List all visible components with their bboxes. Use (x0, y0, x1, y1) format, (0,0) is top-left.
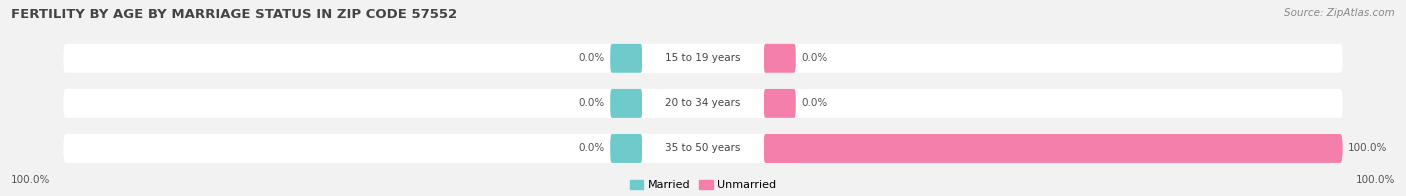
FancyBboxPatch shape (643, 89, 763, 118)
FancyBboxPatch shape (610, 89, 643, 118)
Text: 0.0%: 0.0% (579, 98, 605, 108)
Text: 100.0%: 100.0% (1355, 175, 1395, 185)
Text: 0.0%: 0.0% (801, 53, 827, 63)
Text: 35 to 50 years: 35 to 50 years (665, 143, 741, 153)
FancyBboxPatch shape (643, 44, 763, 73)
FancyBboxPatch shape (763, 89, 796, 118)
FancyBboxPatch shape (763, 134, 796, 163)
Text: 20 to 34 years: 20 to 34 years (665, 98, 741, 108)
FancyBboxPatch shape (643, 134, 763, 163)
Text: 100.0%: 100.0% (1348, 143, 1388, 153)
Text: 15 to 19 years: 15 to 19 years (665, 53, 741, 63)
Legend: Married, Unmarried: Married, Unmarried (630, 180, 776, 191)
FancyBboxPatch shape (63, 44, 1343, 73)
Text: FERTILITY BY AGE BY MARRIAGE STATUS IN ZIP CODE 57552: FERTILITY BY AGE BY MARRIAGE STATUS IN Z… (11, 8, 457, 21)
FancyBboxPatch shape (63, 134, 1343, 163)
FancyBboxPatch shape (763, 44, 796, 73)
Text: Source: ZipAtlas.com: Source: ZipAtlas.com (1284, 8, 1395, 18)
Text: 100.0%: 100.0% (11, 175, 51, 185)
FancyBboxPatch shape (610, 134, 643, 163)
FancyBboxPatch shape (63, 89, 1343, 118)
Text: 0.0%: 0.0% (579, 143, 605, 153)
FancyBboxPatch shape (763, 134, 1343, 163)
Text: 0.0%: 0.0% (801, 98, 827, 108)
FancyBboxPatch shape (610, 44, 643, 73)
Text: 0.0%: 0.0% (579, 53, 605, 63)
